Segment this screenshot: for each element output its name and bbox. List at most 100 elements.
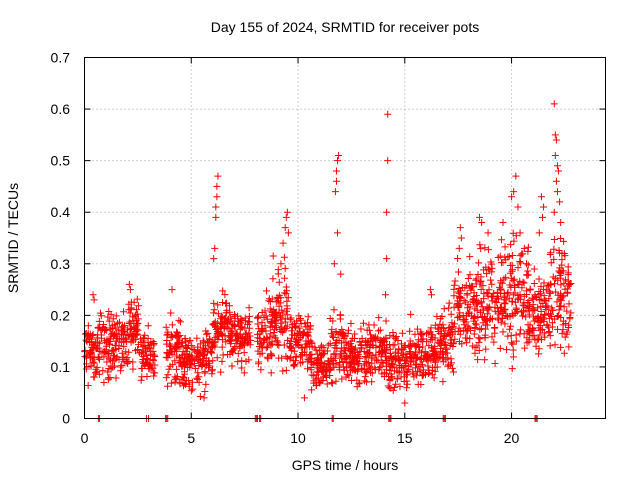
data-point bbox=[484, 290, 492, 298]
data-point bbox=[264, 355, 272, 363]
data-point bbox=[412, 371, 420, 379]
data-point bbox=[565, 300, 573, 308]
data-point bbox=[147, 361, 155, 369]
data-point bbox=[550, 245, 558, 253]
data-point bbox=[194, 343, 202, 351]
data-point bbox=[115, 318, 123, 326]
data-point bbox=[107, 335, 115, 343]
data-point bbox=[498, 310, 506, 318]
data-point bbox=[254, 334, 262, 342]
data-point bbox=[377, 363, 385, 371]
data-point bbox=[363, 353, 371, 361]
data-point bbox=[558, 330, 566, 338]
data-point bbox=[440, 325, 448, 333]
data-point bbox=[475, 259, 483, 267]
axis-ticks: 0 0.1 0.2 0.3 0.4 0.5 0.6 0.7 0 5 10 15 20 bbox=[51, 50, 606, 446]
data-point bbox=[530, 265, 538, 273]
data-point bbox=[518, 312, 526, 320]
data-point bbox=[171, 357, 179, 365]
data-point bbox=[194, 369, 202, 377]
data-point bbox=[465, 308, 473, 316]
data-point bbox=[273, 293, 281, 301]
data-point bbox=[522, 291, 530, 299]
data-point bbox=[319, 366, 327, 374]
data-point bbox=[272, 317, 280, 325]
data-point bbox=[504, 288, 512, 296]
data-point bbox=[501, 253, 509, 261]
data-point bbox=[417, 330, 425, 338]
data-point bbox=[512, 331, 520, 339]
data-point bbox=[228, 362, 236, 370]
data-point bbox=[279, 328, 287, 336]
data-point bbox=[176, 332, 184, 340]
data-point bbox=[346, 352, 354, 360]
data-point bbox=[111, 352, 119, 360]
data-point bbox=[555, 267, 563, 275]
data-point bbox=[546, 250, 554, 258]
data-point bbox=[516, 257, 524, 265]
data-point bbox=[254, 347, 262, 355]
x-tick-label: 20 bbox=[504, 430, 520, 446]
data-point bbox=[386, 345, 394, 353]
data-point bbox=[234, 317, 242, 325]
data-point bbox=[167, 334, 175, 342]
data-point bbox=[227, 317, 235, 325]
data-point bbox=[530, 279, 538, 287]
data-point bbox=[123, 338, 131, 346]
data-point bbox=[540, 292, 548, 300]
data-point bbox=[503, 346, 511, 354]
data-point bbox=[445, 304, 453, 312]
data-point bbox=[482, 345, 490, 353]
data-point bbox=[330, 306, 338, 314]
data-point bbox=[163, 349, 171, 357]
data-point bbox=[374, 357, 382, 365]
data-point bbox=[279, 239, 287, 247]
data-point bbox=[201, 387, 209, 395]
data-point bbox=[226, 333, 234, 341]
data-point bbox=[392, 380, 400, 388]
data-point bbox=[463, 290, 471, 298]
data-point bbox=[306, 322, 314, 330]
data-point bbox=[485, 306, 493, 314]
data-point bbox=[436, 315, 444, 323]
data-point bbox=[509, 353, 517, 361]
data-point bbox=[282, 283, 290, 291]
data-point bbox=[89, 358, 97, 366]
data-point bbox=[219, 351, 227, 359]
data-point bbox=[202, 330, 210, 338]
data-point bbox=[105, 317, 113, 325]
data-point bbox=[199, 337, 207, 345]
data-point bbox=[460, 326, 468, 334]
data-point bbox=[267, 350, 275, 358]
data-point bbox=[328, 379, 336, 387]
data-point bbox=[505, 252, 513, 260]
data-point bbox=[414, 353, 422, 361]
data-point bbox=[101, 337, 109, 345]
data-point bbox=[477, 285, 485, 293]
data-point bbox=[447, 340, 455, 348]
data-point bbox=[490, 338, 498, 346]
data-point bbox=[560, 349, 568, 357]
data-point bbox=[507, 322, 515, 330]
data-point bbox=[168, 333, 176, 341]
data-point bbox=[263, 287, 271, 295]
data-point bbox=[84, 382, 92, 390]
data-point bbox=[175, 316, 183, 324]
data-point bbox=[511, 282, 519, 290]
data-point bbox=[555, 247, 563, 255]
data-point bbox=[403, 367, 411, 375]
data-point bbox=[108, 346, 116, 354]
data-point bbox=[323, 373, 331, 381]
data-point bbox=[457, 327, 465, 335]
y-tick-label: 0.4 bbox=[51, 204, 71, 220]
data-point bbox=[291, 319, 299, 327]
data-point bbox=[546, 342, 554, 350]
data-point bbox=[163, 340, 171, 348]
data-point bbox=[283, 322, 291, 330]
data-point bbox=[164, 354, 172, 362]
data-point bbox=[164, 371, 172, 379]
data-point bbox=[94, 353, 102, 361]
data-point bbox=[162, 323, 170, 331]
data-point bbox=[128, 333, 136, 341]
data-point bbox=[567, 280, 575, 288]
